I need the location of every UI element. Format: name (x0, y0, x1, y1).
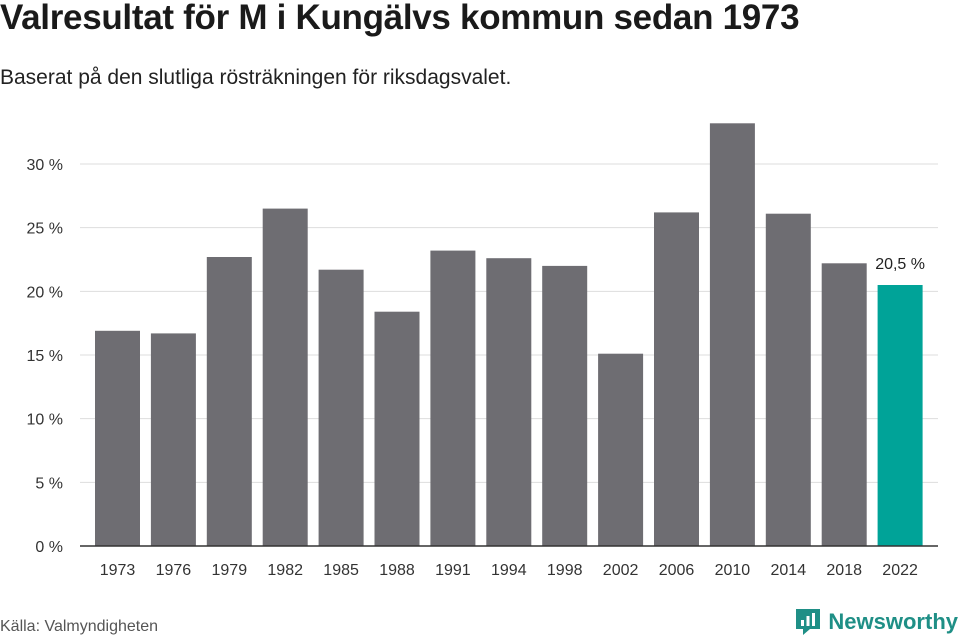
labels: 0 % 5 % 10 % 15 % 20 % 25 % 30 % 1973 1976 1979 19… (27, 157, 938, 579)
bar (709, 123, 755, 547)
x-tick-label: 1982 (267, 562, 303, 579)
y-tick-label: 10 % (27, 412, 63, 429)
bars (95, 123, 923, 547)
x-tick-label: 1991 (435, 562, 471, 579)
bar (95, 330, 140, 546)
x-tick-label: 1976 (156, 562, 192, 579)
bar (877, 285, 923, 546)
bar (374, 311, 420, 546)
bar (654, 212, 699, 546)
bar (206, 257, 252, 546)
x-tick-label: 1994 (491, 562, 527, 579)
y-tick-label: 0 % (35, 539, 63, 556)
bar (150, 333, 196, 546)
x-tick-label: 2002 (603, 562, 639, 579)
bar (318, 269, 364, 546)
x-tick-label: 2014 (771, 562, 807, 579)
brand-logo: Newsworthy (794, 607, 958, 637)
bar (598, 353, 644, 546)
x-tick-label: 1979 (212, 562, 248, 579)
brand-name: Newsworthy (828, 609, 958, 634)
x-tick-label: 2006 (659, 562, 695, 579)
bar (262, 208, 308, 546)
y-tick-label: 5 % (35, 475, 63, 492)
y-tick-label: 30 % (27, 157, 63, 174)
bar (821, 263, 867, 546)
bar (765, 213, 811, 546)
x-tick-label: 1998 (547, 562, 583, 579)
bar (486, 258, 532, 546)
bar (430, 250, 476, 546)
source-note: Källa: Valmyndigheten (0, 618, 159, 635)
newsworthy-icon (796, 609, 821, 635)
x-tick-label: 1988 (379, 562, 415, 579)
x-tick-label: 2022 (882, 562, 918, 579)
chart-subtitle: Baserat på den slutliga rösträkningen fö… (0, 66, 512, 89)
y-tick-label: 25 % (27, 221, 63, 238)
x-tick-label: 1973 (100, 562, 136, 579)
chart-title: Valresultat för M i Kungälvs kommun seda… (0, 0, 800, 37)
y-tick-label: 20 % (27, 284, 63, 301)
data-label: 20,5 % (875, 256, 925, 273)
y-tick-label: 15 % (27, 348, 63, 365)
bar (542, 265, 588, 546)
x-tick-label: 2018 (826, 562, 862, 579)
x-tick-label: 1985 (323, 562, 359, 579)
x-tick-label: 2010 (715, 562, 751, 579)
